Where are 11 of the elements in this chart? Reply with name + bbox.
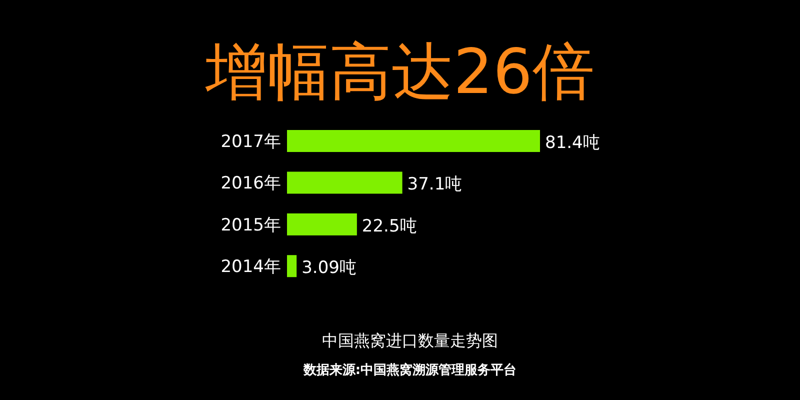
data-label: 22.5吨 — [362, 216, 417, 236]
title: 增幅高达26倍 — [206, 35, 594, 108]
text: 中国燕窝进口数量走势图 — [322, 331, 498, 350]
data-label: 37.1吨 — [407, 174, 462, 195]
data-label: 3.09吨 — [302, 258, 356, 278]
y-tick-label: 2014年 — [220, 257, 281, 278]
y-tick-label: 2015年 — [220, 215, 281, 236]
y-tick-label: 2017年 — [220, 132, 281, 152]
y-tick-label: 2016年 — [220, 174, 281, 194]
data-label: 81.4吨 — [545, 133, 600, 153]
source-note: 数据来源:中国燕窝溯源管理服务平台 — [302, 362, 517, 378]
